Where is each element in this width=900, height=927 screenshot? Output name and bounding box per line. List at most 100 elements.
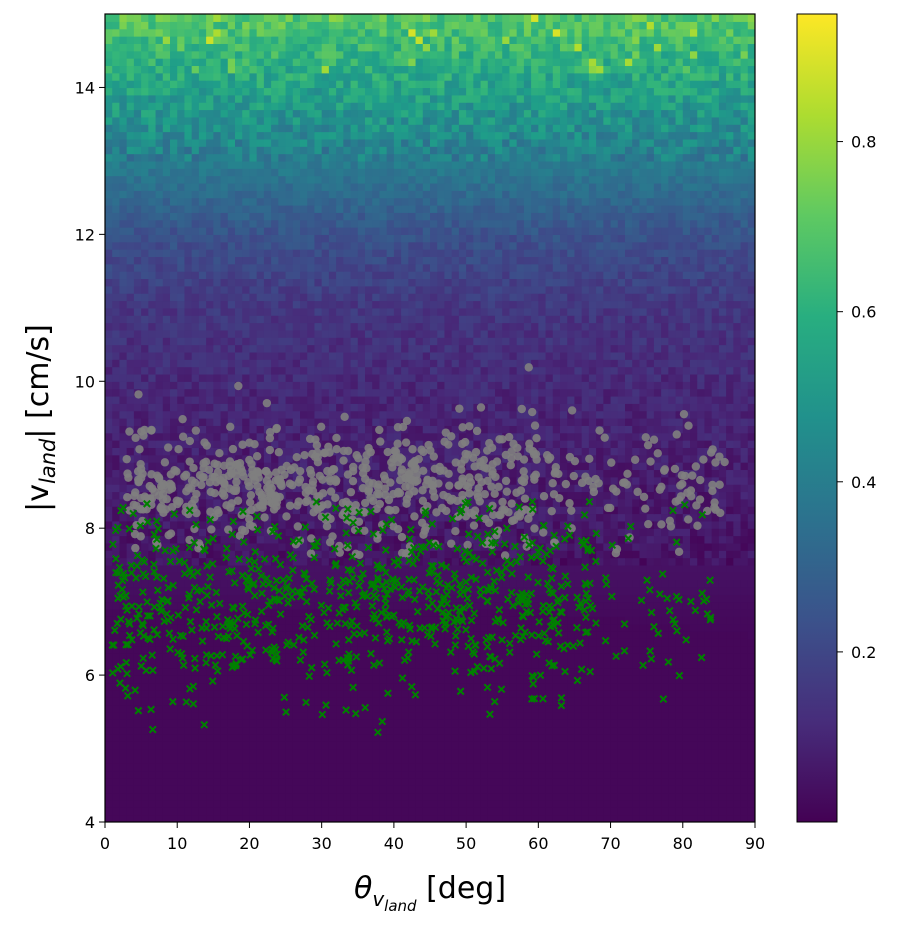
heatmap-cell — [379, 667, 388, 676]
heatmap-cell — [401, 542, 409, 551]
heatmap-cell — [198, 410, 207, 419]
heatmap-cell — [726, 770, 734, 779]
heatmap-cell — [726, 608, 734, 617]
heatmap-cell — [466, 814, 474, 822]
heatmap-cell — [249, 616, 258, 625]
heatmap-cell — [386, 623, 395, 632]
heatmap-cell — [718, 777, 727, 786]
heatmap-cell — [386, 733, 395, 742]
heatmap-cell — [256, 601, 265, 610]
heatmap-cell — [126, 579, 135, 588]
heatmap-cell — [220, 425, 229, 434]
heatmap-cell — [105, 469, 113, 478]
heatmap-cell — [552, 785, 561, 794]
heatmap-cell — [632, 792, 641, 801]
heatmap-cell — [509, 631, 518, 639]
heatmap-cell — [567, 653, 576, 661]
heatmap-cell — [473, 616, 482, 625]
heatmap-cell — [249, 675, 258, 684]
heatmap-cell — [480, 484, 489, 493]
heatmap-cell — [747, 425, 755, 434]
heatmap-cell — [227, 432, 236, 441]
heatmap-cell — [292, 484, 301, 493]
heatmap-cell — [162, 682, 171, 691]
heatmap-cell — [690, 418, 698, 426]
heatmap-cell — [690, 667, 698, 676]
heatmap-cell — [711, 741, 720, 750]
heatmap-cell — [632, 586, 641, 595]
heatmap-cell — [177, 770, 186, 779]
heatmap-cell — [148, 586, 157, 595]
heatmap-cell — [242, 616, 251, 625]
heatmap-cell — [393, 777, 402, 786]
heatmap-cell — [119, 770, 128, 779]
heatmap-cell — [155, 785, 164, 794]
heatmap-cell — [632, 799, 641, 808]
heatmap-cell — [516, 748, 525, 757]
heatmap-cell — [437, 807, 446, 816]
heatmap-cell — [668, 799, 677, 808]
heatmap-cell — [191, 454, 200, 463]
heatmap-cell — [661, 513, 669, 522]
heatmap-cell — [292, 755, 301, 764]
heatmap-cell — [718, 653, 727, 661]
heatmap-cell — [350, 741, 359, 750]
heatmap-cell — [184, 755, 193, 764]
heatmap-cell — [249, 572, 258, 581]
heatmap-cell — [105, 689, 113, 698]
heatmap-cell — [552, 711, 561, 720]
heatmap-cell — [328, 814, 337, 822]
heatmap-cell — [285, 682, 294, 691]
heatmap-cell — [718, 564, 727, 573]
heatmap-cell — [437, 564, 446, 573]
heatmap-cell — [285, 528, 294, 537]
heatmap-cell — [574, 623, 583, 632]
heatmap-cell — [697, 440, 706, 448]
heatmap-cell — [336, 682, 344, 691]
heatmap-cell — [242, 572, 251, 581]
heatmap-cell — [292, 623, 301, 632]
heatmap-cell — [357, 447, 366, 456]
heatmap-cell — [588, 425, 597, 434]
heatmap-cell — [646, 748, 655, 757]
heatmap-cell — [105, 586, 113, 595]
heatmap-cell — [588, 682, 597, 691]
heatmap-cell — [726, 601, 734, 610]
heatmap-cell — [538, 564, 547, 573]
heatmap-cell — [343, 462, 352, 471]
heatmap-cell — [690, 682, 698, 691]
heatmap-cell — [466, 726, 474, 735]
heatmap-cell — [162, 704, 171, 713]
heatmap-cell — [430, 682, 438, 691]
heatmap-cell — [292, 513, 301, 522]
heatmap-cell — [697, 755, 706, 764]
heatmap-cell — [697, 726, 706, 735]
heatmap-cell — [220, 763, 229, 772]
heatmap-cell — [480, 623, 489, 632]
heatmap-cell — [249, 682, 258, 691]
heatmap-cell — [733, 469, 742, 478]
heatmap-cell — [531, 462, 539, 471]
heatmap-cell — [560, 616, 568, 625]
heatmap-cell — [690, 550, 698, 559]
heatmap-cell — [227, 682, 236, 691]
heatmap-cell — [365, 469, 373, 478]
heatmap-cell — [133, 770, 142, 779]
heatmap-cell — [531, 741, 539, 750]
heatmap-cell — [632, 741, 641, 750]
heatmap-cell — [632, 476, 641, 485]
heatmap-cell — [336, 579, 344, 588]
heatmap-cell — [242, 631, 251, 639]
heatmap-cell — [632, 579, 641, 588]
heatmap-cell — [357, 440, 366, 448]
heatmap-cell — [690, 572, 698, 581]
heatmap-cell — [184, 462, 193, 471]
heatmap-cell — [451, 586, 460, 595]
heatmap-cell — [112, 770, 121, 779]
heatmap-cell — [422, 814, 431, 822]
heatmap-cell — [581, 528, 590, 537]
heatmap-cell — [639, 498, 648, 507]
heatmap-cell — [422, 432, 431, 441]
heatmap-cell — [596, 528, 604, 537]
heatmap-cell — [451, 418, 460, 426]
